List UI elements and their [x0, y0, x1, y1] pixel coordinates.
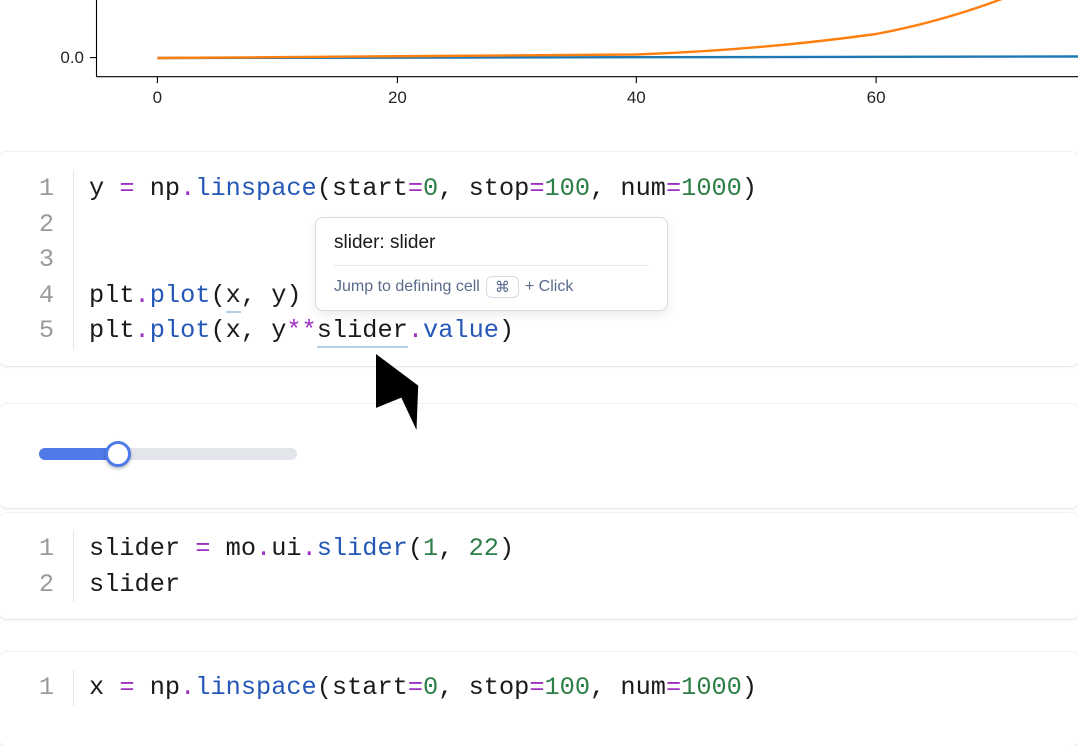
svg-text:0.0: 0.0: [60, 48, 84, 67]
svg-text:20: 20: [388, 88, 407, 107]
svg-text:40: 40: [627, 88, 646, 107]
svg-text:0: 0: [153, 88, 162, 107]
svg-text:60: 60: [867, 88, 886, 107]
